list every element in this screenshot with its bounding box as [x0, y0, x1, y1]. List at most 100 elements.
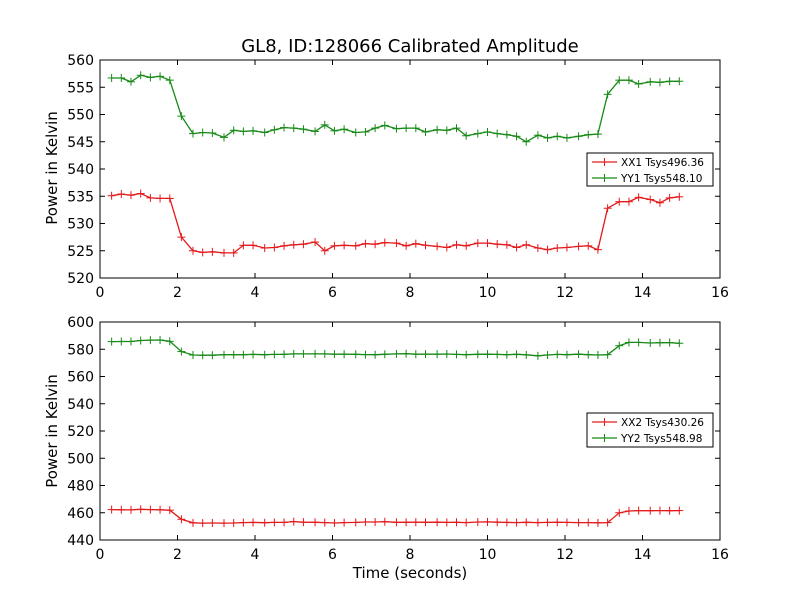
data-point [299, 125, 308, 134]
data-point [198, 519, 207, 528]
data-point [624, 506, 633, 515]
data-point [584, 241, 593, 250]
data-point [634, 193, 643, 202]
data-point [603, 204, 612, 213]
x-tick-label: 2 [173, 547, 182, 563]
data-point [655, 506, 664, 515]
data-point [675, 77, 684, 86]
bottom-y-axis-label: Power in Kelvin [43, 374, 61, 488]
data-point [452, 124, 461, 133]
y-tick-label: 555 [67, 80, 94, 96]
data-point [553, 132, 562, 141]
data-point [533, 518, 542, 527]
data-point [502, 350, 511, 359]
data-point [156, 505, 165, 514]
data-point [177, 515, 186, 524]
data-point [512, 518, 521, 527]
data-point [117, 337, 126, 346]
data-point [156, 194, 165, 203]
data-point [320, 349, 329, 358]
data-point [615, 197, 624, 206]
data-point [574, 518, 583, 527]
data-point [483, 127, 492, 136]
data-point [107, 337, 116, 346]
data-point [473, 350, 482, 359]
data-point [493, 350, 502, 359]
data-point [584, 518, 593, 527]
data-point [574, 350, 583, 359]
x-tick-label: 12 [556, 285, 574, 301]
data-point [483, 517, 492, 526]
data-point [452, 518, 461, 527]
data-point [146, 505, 155, 514]
data-point [442, 518, 451, 527]
data-point [330, 126, 339, 135]
data-point [208, 518, 217, 527]
chart-title: GL8, ID:128066 Calibrated Amplitude [241, 36, 579, 57]
data-point [574, 132, 583, 141]
data-point [208, 247, 217, 256]
data-point [289, 517, 298, 526]
data-point [502, 130, 511, 139]
data-point [280, 241, 289, 250]
data-point [208, 129, 217, 138]
y-tick-label: 550 [67, 108, 94, 124]
data-point [330, 350, 339, 359]
data-point [421, 127, 430, 136]
data-point [371, 240, 380, 249]
data-point [493, 129, 502, 138]
data-point [593, 350, 602, 359]
data-point [208, 351, 217, 360]
data-point [107, 191, 116, 200]
y-tick-label: 500 [67, 451, 94, 467]
data-point [289, 124, 298, 133]
x-tick-label: 8 [406, 547, 415, 563]
data-point [361, 350, 370, 359]
data-point [603, 518, 612, 527]
data-point [340, 125, 349, 134]
data-point [553, 350, 562, 359]
data-point [433, 125, 442, 134]
data-point [646, 506, 655, 515]
data-point [189, 518, 197, 527]
y-tick-label: 520 [67, 424, 94, 440]
data-point [543, 518, 552, 527]
data-point [198, 248, 207, 257]
data-point [442, 350, 451, 359]
data-point [127, 191, 135, 200]
data-point [220, 350, 228, 359]
legend-label: YY1 Tsys548.10 [620, 173, 702, 185]
data-point [533, 131, 542, 140]
data-point [165, 506, 174, 515]
data-point [665, 506, 674, 515]
legend-box [586, 152, 714, 187]
data-point [249, 518, 258, 527]
data-point [220, 133, 228, 142]
data-point [665, 338, 674, 347]
data-point [624, 338, 633, 347]
y-tick-label: 540 [67, 397, 94, 413]
legend-box [586, 412, 714, 448]
data-point [177, 112, 186, 121]
data-point [229, 518, 238, 527]
data-point [351, 350, 360, 359]
data-point [615, 76, 624, 85]
data-point [311, 238, 320, 247]
data-point [562, 243, 571, 252]
data-point [493, 240, 502, 249]
bottom-panel: 0 2 4 6 8 10 12 14 16 440 460 480 500 520 540 560 580 600… [67, 315, 729, 563]
data-point [239, 127, 248, 136]
data-point [584, 350, 593, 359]
y-tick-label: 440 [67, 533, 94, 549]
y-tick-label: 560 [67, 370, 94, 386]
data-point [433, 350, 442, 359]
data-point [280, 350, 289, 359]
data-point [260, 350, 269, 359]
data-point [299, 349, 308, 358]
series-line-xx [111, 508, 680, 524]
data-point [562, 350, 571, 359]
data-point [189, 350, 197, 359]
data-point [675, 192, 684, 201]
data-point [165, 194, 174, 203]
